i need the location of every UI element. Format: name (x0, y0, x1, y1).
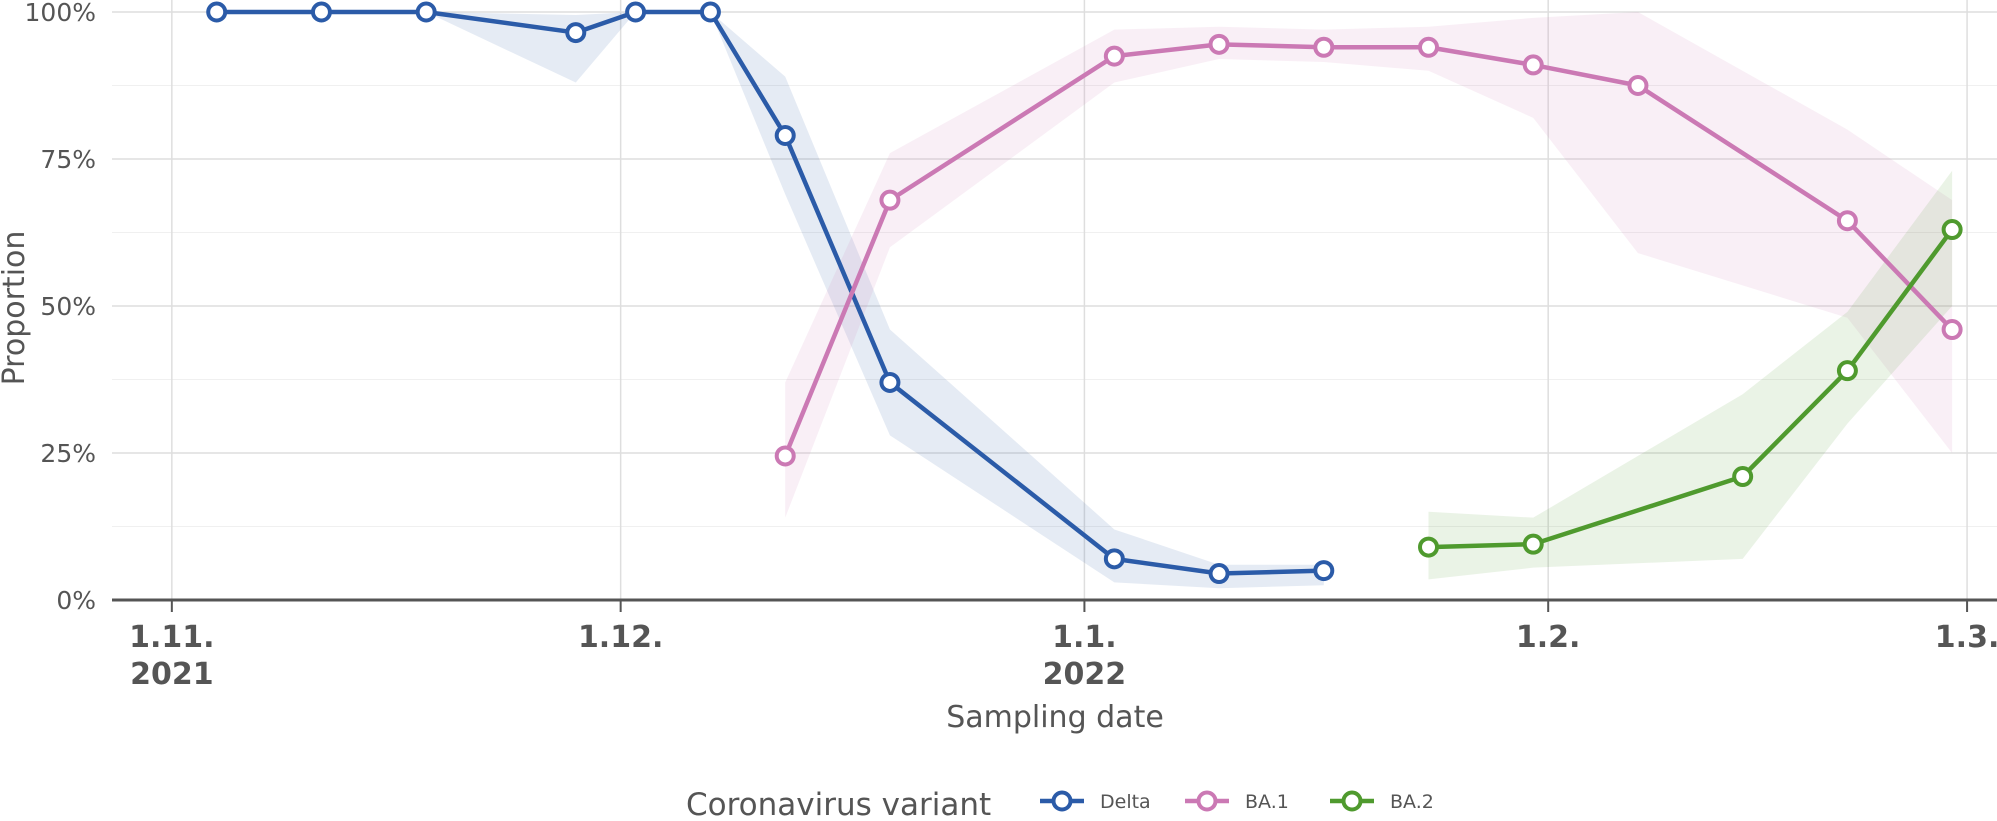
point-ba-1 (774, 445, 796, 467)
legend-swatch-point-ba-1 (1196, 790, 1218, 812)
x-tick-label: 1.2. (1516, 620, 1581, 655)
legend-title: Coronavirus variant (686, 787, 991, 816)
point-layer (206, 1, 1963, 585)
point-ba-1 (1418, 36, 1440, 58)
legend-swatch-point-ba-2 (1341, 790, 1363, 812)
point-ba-1 (1522, 54, 1544, 76)
legend: Coronavirus variant Delta BA.1 BA.2 (686, 787, 1434, 821)
y-tick-label: 25% (40, 439, 96, 468)
x-tick-label: 1.1. (1052, 620, 1117, 655)
x-axis-title: Sampling date (946, 700, 1164, 735)
legend-label-ba-1: BA.1 (1245, 791, 1289, 813)
point-ba-2 (1941, 219, 1963, 241)
point-delta (1103, 548, 1125, 570)
legend-swatch-point-delta (1051, 790, 1073, 812)
point-ba-1 (1941, 319, 1963, 341)
x-tick-label: 1.3. (1935, 620, 1997, 655)
x-tick-label: 1.12. (578, 620, 663, 655)
y-axis-title: Proportion (0, 231, 32, 386)
grid-layer (112, 0, 1997, 600)
point-ba-2 (1522, 533, 1544, 555)
point-delta (565, 22, 587, 44)
y-tick-label: 75% (40, 145, 96, 174)
line-ba-1 (783, 42, 1954, 457)
legend-label-delta: Delta (1100, 791, 1151, 813)
point-ba-1 (1103, 45, 1125, 67)
x-tick-year-label: 2022 (1043, 657, 1127, 692)
point-delta (879, 371, 901, 393)
x-tick-year-label: 2021 (130, 657, 214, 692)
ribbon-delta (216, 12, 1324, 589)
y-tick-label: 100% (25, 0, 96, 27)
x-tick-label: 1.11. (129, 620, 214, 655)
point-ba-1 (1313, 36, 1335, 58)
point-ba-1 (1208, 33, 1230, 55)
point-delta (206, 1, 228, 23)
point-ba-2 (1732, 466, 1754, 488)
point-delta (1208, 563, 1230, 585)
y-tick-label: 50% (40, 292, 96, 321)
point-ba-2 (1836, 360, 1858, 382)
ribbon-ba-1 (785, 12, 1953, 518)
axis-layer: 0% 25% 50% 75% 100% 1.11.2021 1.12. 1.1.2022 1.2… (25, 0, 1997, 692)
point-ba-1 (879, 189, 901, 211)
y-tick-label: 0% (56, 586, 96, 615)
point-ba-2 (1418, 536, 1440, 558)
point-delta (774, 124, 796, 146)
point-delta (625, 1, 647, 23)
legend-label-ba-2: BA.2 (1390, 791, 1434, 813)
point-delta (415, 1, 437, 23)
point-delta (699, 1, 721, 23)
point-ba-1 (1836, 210, 1858, 232)
point-ba-1 (1627, 75, 1649, 96)
point-delta (310, 1, 332, 23)
point-delta (1313, 560, 1335, 582)
